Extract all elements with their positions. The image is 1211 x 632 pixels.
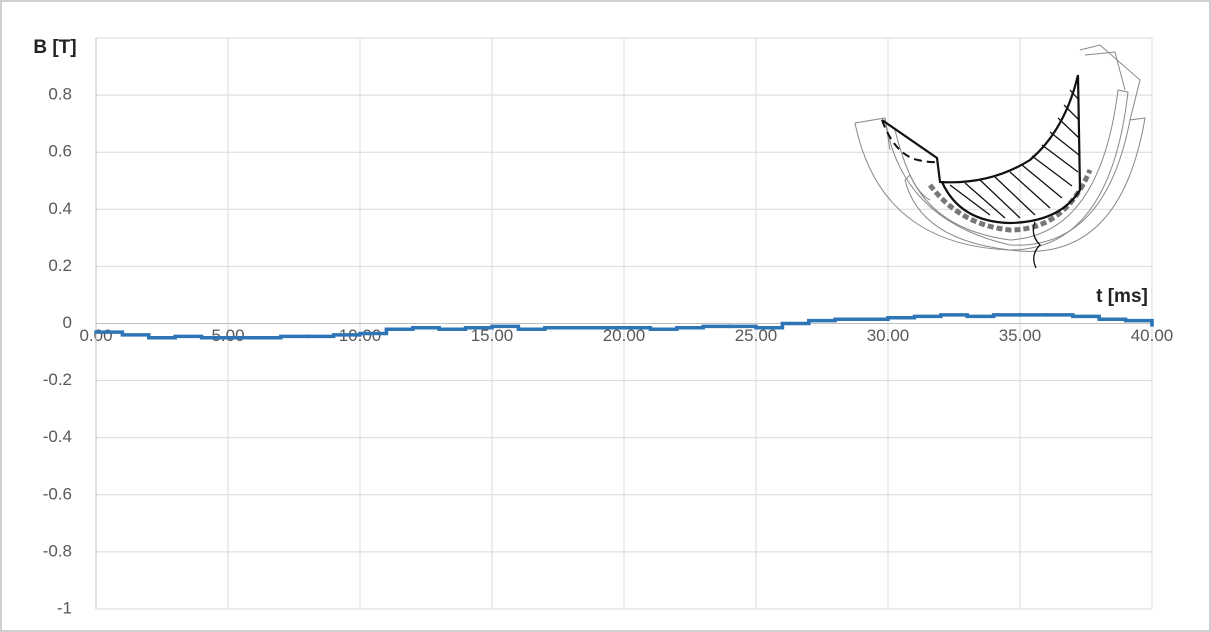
x-axis-title: t [ms] [1096, 286, 1148, 307]
y-tick-label: 0 [63, 313, 72, 332]
x-tick-label: 40.00 [1131, 326, 1174, 345]
x-tick-label: 15.00 [471, 326, 514, 345]
y-tick-label: 0.6 [48, 142, 72, 161]
x-tick-label: 25.00 [735, 326, 778, 345]
y-tick-label: -0.2 [43, 370, 72, 389]
stator-illustration [854, 44, 1146, 269]
y-tick-label: -1 [57, 598, 72, 617]
x-tick-label: 35.00 [999, 326, 1042, 345]
y-tick-label: -0.8 [43, 541, 72, 560]
y-axis-title: B [T] [33, 37, 76, 58]
y-tick-label: -0.4 [43, 427, 72, 446]
x-tick-label: 30.00 [867, 326, 910, 345]
x-tick-label: 5.00 [211, 326, 244, 345]
y-tick-label: 0.2 [48, 256, 72, 275]
y-tick-label: -0.6 [43, 484, 72, 503]
y-tick-label: 0.8 [48, 85, 72, 104]
y-tick-label: 0.4 [48, 199, 72, 218]
x-tick-label: 20.00 [603, 326, 646, 345]
